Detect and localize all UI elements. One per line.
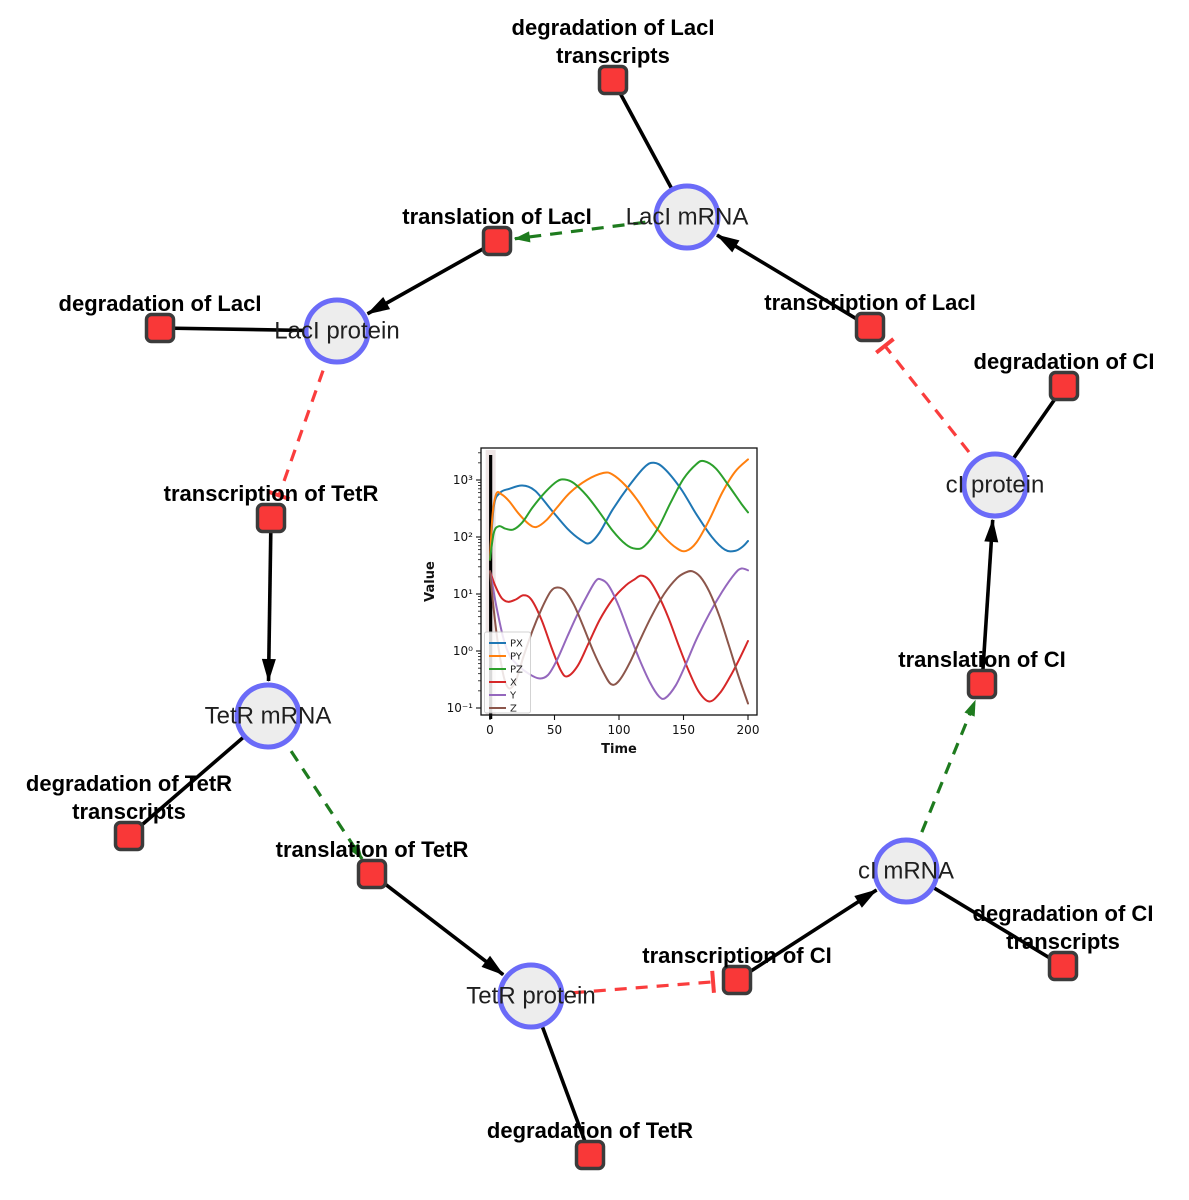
nodes-layer [113, 64, 1080, 1171]
legend: PX PY PZ XYZ [484, 631, 531, 715]
species-label-cI_prot: cI protein [946, 472, 1045, 499]
species-label-tetR_mRNA: TetR mRNA [205, 703, 332, 730]
reaction-label-tx_cI-line0: transcription of CI [642, 943, 831, 968]
y-tick-label: 10⁰ [453, 644, 473, 658]
edge-production-tl_cI-cI_prot[interactable] [980, 518, 999, 673]
reaction-node-tx_tetR[interactable] [255, 502, 287, 534]
y-tick-label: 10² [453, 530, 473, 544]
reaction-label-deg_lacI_tx-line0: degradation of LacI [512, 15, 715, 40]
labels-layer: degradation of LacI transcripts LacI mRNA t… [26, 15, 1155, 1143]
reaction-node-deg_lacI_tx[interactable] [597, 64, 629, 96]
x-tick-label: 0 [486, 723, 494, 737]
legend-label-Z: Z [510, 704, 517, 715]
y-tick-label: 10⁻¹ [447, 701, 474, 715]
reaction-node-tl_lacI[interactable] [481, 225, 513, 257]
x-tick-label: 100 [608, 723, 631, 737]
series-curve-PY [489, 458, 749, 561]
reaction-label-deg_tetR_tx-line0: degradation of TetR [26, 771, 232, 796]
axes-frame [480, 447, 758, 716]
series-curve-PZ [489, 459, 749, 561]
species-label-lacI_prot: LacI protein [274, 318, 399, 345]
legend-label-PX: PX [510, 639, 523, 650]
reaction-label-deg_lacI_tx-line1: transcripts [556, 43, 670, 68]
reaction-node-deg_cI_tx[interactable] [1047, 950, 1079, 982]
species-node-lacI_mRNA[interactable] [653, 183, 721, 251]
y-tick-label: 10¹ [453, 587, 473, 601]
edge-production-tx_tetR-tetR_mRNA[interactable] [261, 529, 276, 683]
edge-production-tx_cI-cI_mRNA[interactable] [746, 888, 878, 976]
reaction-label-deg_cI_tx-line1: transcripts [1006, 929, 1120, 954]
reaction-label-tl_tetR-line0: translation of TetR [276, 837, 469, 862]
species-label-lacI_mRNA: LacI mRNA [626, 204, 749, 231]
reaction-node-tx_lacI[interactable] [854, 311, 886, 343]
reaction-label-deg_lacI-line0: degradation of LacI [59, 291, 262, 316]
legend-box [484, 631, 531, 714]
reaction-label-deg_tetR-line0: degradation of TetR [487, 1118, 693, 1143]
legend-label-Y: Y [509, 691, 517, 702]
series-curve-X [489, 570, 749, 703]
reaction-node-deg_tetR_tx[interactable] [113, 820, 145, 852]
reaction-node-tl_tetR[interactable] [356, 858, 388, 890]
reaction-label-deg_cI-line0: degradation of CI [974, 349, 1155, 374]
series-curve-PX [489, 461, 749, 561]
species-label-cI_mRNA: cI mRNA [858, 858, 954, 885]
reaction-node-tl_cI[interactable] [966, 668, 998, 700]
inset-timecourse-chart: 0 50 100 150 20010⁻¹10⁰10¹10²10³TimeValuePXP… [423, 447, 760, 757]
legend-label-PY: PY [510, 652, 523, 663]
reaction-node-deg_tetR[interactable] [574, 1139, 606, 1171]
species-label-tetR_prot: TetR protein [466, 983, 595, 1010]
edge-production-tl_tetR-tetR_prot[interactable] [380, 879, 505, 977]
edge-production-tl_lacI-lacI_prot[interactable] [366, 245, 488, 316]
x-axis-title: Time [601, 742, 637, 757]
species-node-cI_prot[interactable] [961, 451, 1029, 519]
y-axis-title: Value [423, 561, 438, 602]
reaction-label-tx_tetR-line0: transcription of TetR [164, 481, 379, 506]
species-node-cI_mRNA[interactable] [872, 837, 940, 905]
reaction-node-tx_cI[interactable] [721, 964, 753, 996]
reaction-label-tx_lacI-line0: transcription of LacI [764, 290, 975, 315]
x-tick-label: 200 [737, 723, 760, 737]
x-tick-label: 150 [672, 723, 695, 737]
species-node-lacI_prot[interactable] [303, 297, 371, 365]
reaction-label-deg_tetR_tx-line1: transcripts [72, 799, 186, 824]
x-tick-label: 50 [547, 723, 562, 737]
reaction-label-deg_cI_tx-line0: degradation of CI [973, 901, 1154, 926]
species-node-tetR_mRNA[interactable] [234, 682, 302, 750]
edge-production-tx_lacI-lacI_mRNA[interactable] [716, 233, 861, 323]
reaction-node-deg_cI[interactable] [1048, 370, 1080, 402]
species-node-tetR_prot[interactable] [497, 962, 565, 1030]
reaction-label-tl_cI-line0: translation of CI [898, 647, 1065, 672]
reaction-label-tl_lacI-line0: translation of LacI [402, 204, 591, 229]
legend-label-PZ: PZ [510, 665, 523, 676]
legend-label-X: X [510, 678, 517, 689]
y-tick-label: 10³ [453, 473, 473, 487]
reaction-node-deg_lacI[interactable] [144, 312, 176, 344]
